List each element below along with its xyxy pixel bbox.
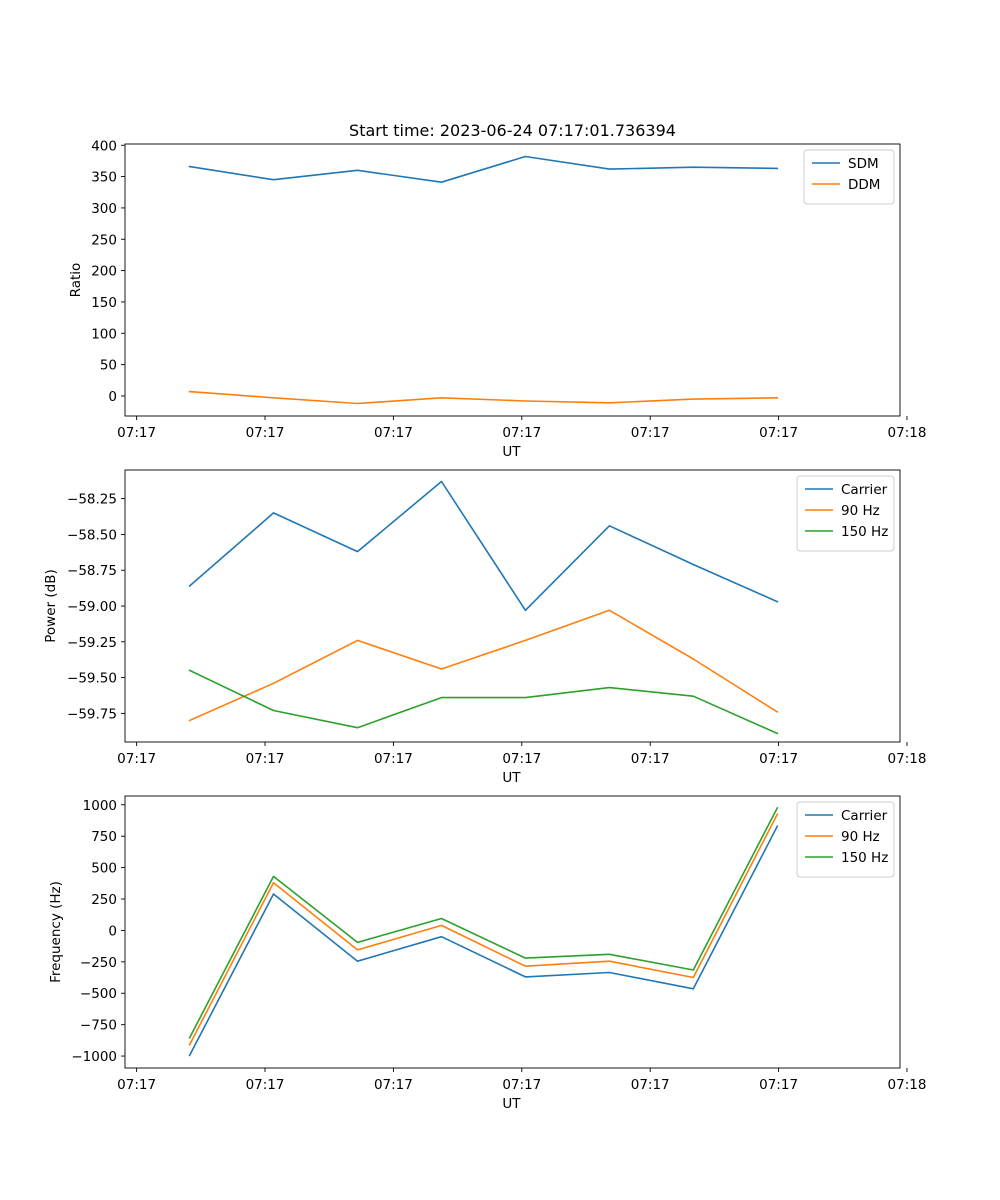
y-tick-label: 200 [91,264,117,280]
axes-frame [124,795,901,1069]
y-tick-label: −58.75 [67,563,117,579]
chart-title: Start time: 2023-06-24 07:17:01.736394 [349,121,676,140]
y-tick-label: 150 [91,295,117,311]
legend-box [796,801,895,878]
plots-container: 07:17 07:17 07:17 07:17 07:17 07:17 07:18 0 50 10… [43,121,926,1112]
axes-frame [124,469,901,743]
x-tick-label: 07:17 [374,1077,413,1093]
y-tick-label: −58.50 [67,527,117,543]
x-tick-label: 07:17 [759,1077,798,1093]
series-line-carrier [188,825,779,1057]
y-axis-label: Power (dB) [43,569,59,642]
x-tick-label: 07:17 [631,751,670,767]
legend: SDM DDM [803,149,895,205]
legend-label: 150 Hz [841,524,888,540]
subplot-2: 07:17 07:17 07:17 07:17 07:17 07:17 07:18 −59.7… [43,469,927,786]
x-tick-label: 07:17 [117,751,156,767]
y-tick-label: 400 [91,138,117,154]
y-tick-label: −750 [80,1018,117,1034]
y-tick-label: −500 [80,986,117,1002]
legend-label: DDM [848,177,880,193]
x-tick-label: 07:17 [759,751,798,767]
y-tick-label: −59.50 [67,671,117,687]
y-tick-label: −250 [80,955,117,971]
series-line-150-hz [188,806,779,1039]
x-tick-label: 07:17 [759,425,798,441]
subplot-1: 07:17 07:17 07:17 07:17 07:17 07:17 07:18 0 50 10… [68,121,926,460]
x-tick-label: 07:17 [502,1077,541,1093]
y-tick-label: 500 [91,861,117,877]
x-tick-label: 07:18 [888,425,927,441]
y-tick-label: 250 [91,232,117,248]
x-tick-label: 07:17 [374,751,413,767]
legend-label: 150 Hz [841,850,888,866]
y-tick-label: 350 [91,170,117,186]
x-tick-label: 07:17 [502,751,541,767]
legend-label: Carrier [841,482,888,498]
x-tick-label: 07:17 [631,1077,670,1093]
y-tick-label: 750 [91,829,117,845]
legend-label: SDM [848,156,879,172]
axes-frame [124,143,901,417]
x-tick-label: 07:17 [246,425,285,441]
x-tick-label: 07:17 [502,425,541,441]
y-tick-label: −1000 [71,1049,117,1065]
x-axis-label: UT [502,444,521,460]
x-tick-label: 07:18 [888,751,927,767]
y-tick-label: 0 [108,389,117,405]
y-axis-label: Ratio [68,263,84,298]
legend-label: 90 Hz [841,503,880,519]
series-line-carrier [188,480,779,612]
series-line-sdm [188,155,779,183]
y-tick-label: 50 [100,358,117,374]
x-axis-label: UT [502,770,521,786]
series-line-ddm [188,390,779,405]
y-tick-label: 0 [108,923,117,939]
legend-box [796,475,895,552]
x-axis-label: UT [502,1096,521,1112]
series-line-150-hz [188,669,779,735]
subplot-3: 07:17 07:17 07:17 07:17 07:17 07:17 07:18 −1000… [48,795,927,1112]
x-tick-label: 07:17 [374,425,413,441]
legend: Carrier 90 Hz 150 Hz [796,801,895,878]
x-tick-label: 07:17 [117,425,156,441]
y-tick-label: 1000 [83,798,117,814]
legend-label: 90 Hz [841,829,880,845]
x-tick-label: 07:17 [117,1077,156,1093]
legend-label: Carrier [841,808,888,824]
y-tick-label: 100 [91,326,117,342]
x-tick-label: 07:17 [631,425,670,441]
y-tick-label: −59.25 [67,635,117,651]
y-axis-label: Frequency (Hz) [48,881,64,983]
series-line-90-hz [188,609,779,722]
y-tick-label: −59.00 [67,599,117,615]
y-tick-label: −59.75 [67,706,117,722]
y-tick-label: 250 [91,892,117,908]
x-tick-label: 07:17 [246,1077,285,1093]
x-tick-label: 07:17 [246,751,285,767]
series-line-90-hz [188,813,779,1046]
y-tick-label: 300 [91,201,117,217]
x-tick-label: 07:18 [888,1077,927,1093]
legend: Carrier 90 Hz 150 Hz [796,475,895,552]
y-tick-label: −58.25 [67,492,117,508]
